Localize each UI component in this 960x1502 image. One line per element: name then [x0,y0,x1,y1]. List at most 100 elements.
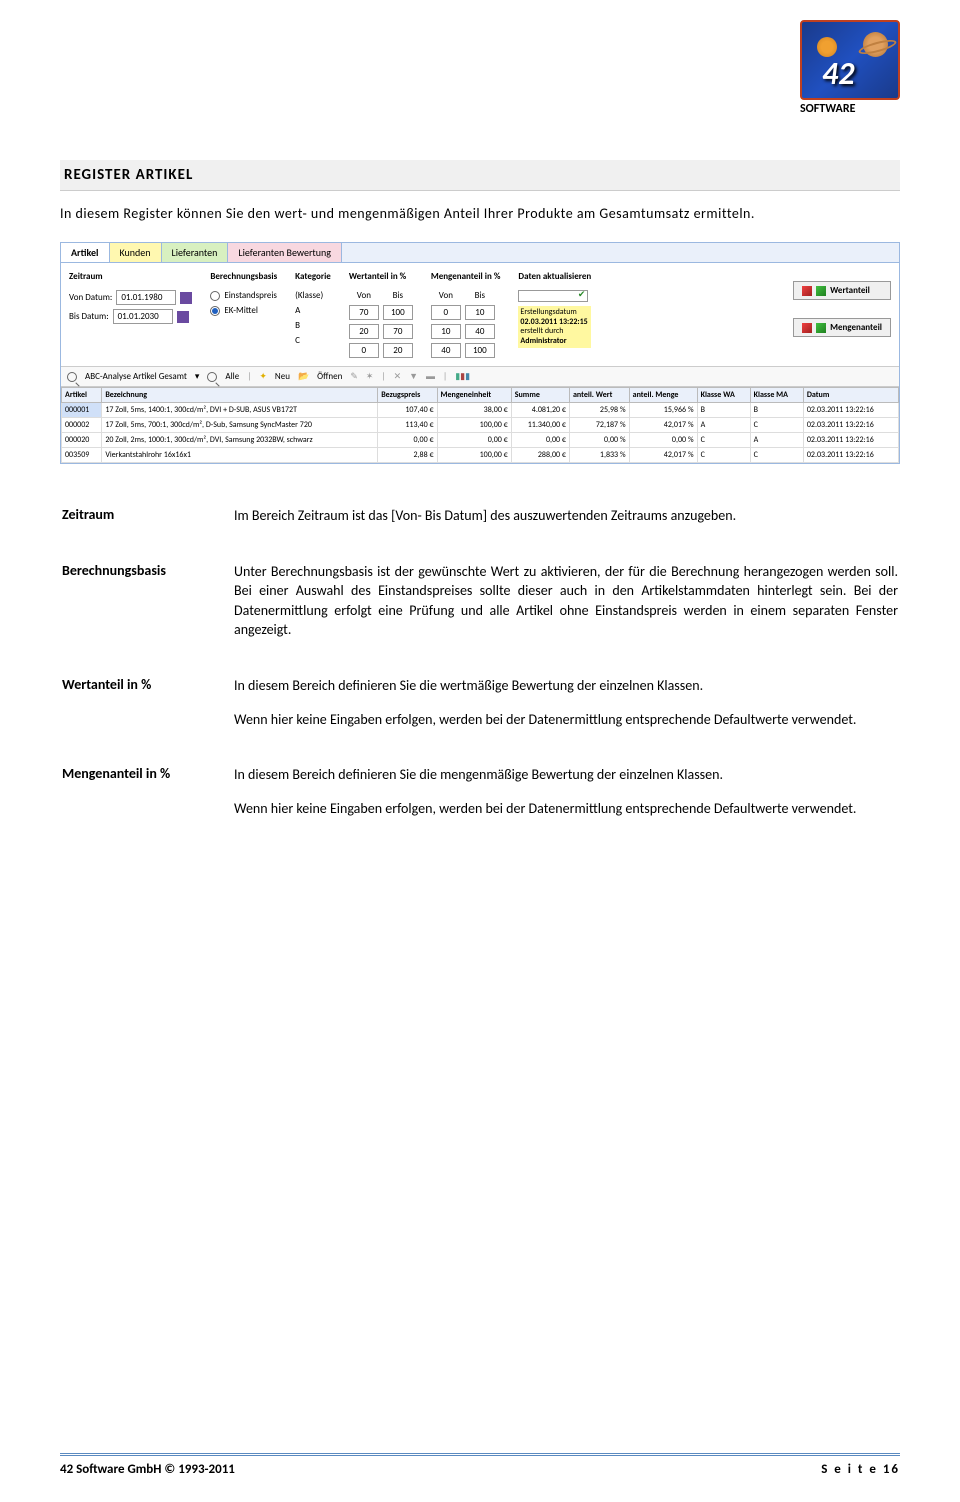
von-col: Von [349,290,379,301]
klasse-a: A [295,305,331,316]
zeitraum-header: Zeitraum [69,271,192,282]
menge-input[interactable]: 40 [465,324,495,339]
daten-header: Daten aktualisieren [518,271,591,282]
bis-date-input[interactable]: 01.01.2030 [113,309,173,324]
cube-icon [816,323,826,333]
def-menge-p1: In diesem Bereich definieren Sie die men… [234,765,898,785]
tab-kunden[interactable]: Kunden [110,243,162,262]
toolbar-alle[interactable]: Alle [225,371,239,382]
grid-col-header[interactable]: Bezeichnung [102,388,378,403]
radio-einstandspreis[interactable] [210,291,220,301]
grid-cell: 25,98 % [569,403,629,418]
von-label: Von Datum: [69,292,112,303]
grid-cell: B [750,403,803,418]
grid-cell: 000001 [62,403,102,418]
filter-panel: Zeitraum Von Datum: 01.01.1980 Bis Datum:… [61,263,899,367]
grid-col-header[interactable]: anteil. Menge [629,388,697,403]
bis-label: Bis Datum: [69,311,109,322]
refresh-button[interactable]: ✔ [518,290,588,302]
def-basis-label: Berechnungsbasis [62,552,232,664]
grid-col-header[interactable]: Klasse MA [750,388,803,403]
grid-cell: 0,00 € [437,433,511,448]
table-row[interactable]: 00002020 Zoll, 2ms, 1000:1, 300cd/m², DV… [62,433,899,448]
logo-software: SOFTWARE [800,102,920,116]
search-icon[interactable] [207,372,217,382]
radio-ekmittel[interactable] [210,306,220,316]
grid-cell: A [750,433,803,448]
grid-cell: 1,833 % [569,448,629,463]
grid-cell: 20 Zoll, 2ms, 1000:1, 300cd/m², DVI, Sam… [102,433,378,448]
table-row[interactable]: 003509Vierkantstahlrohr 16x16x12,88 €100… [62,448,899,463]
grid-cell: 72,187 % [569,418,629,433]
bis-col: Bis [383,290,413,301]
search-icon[interactable] [67,372,77,382]
toolbar-title[interactable]: ABC-Analyse Artikel Gesamt [85,371,187,382]
wert-input[interactable]: 70 [383,324,413,339]
kategorie-header: Kategorie [295,271,331,282]
grid-col-header[interactable]: Mengeneinheit [437,388,511,403]
grid-toolbar: ABC-Analyse Artikel Gesamt▾ Alle | ✦Neu … [61,367,899,387]
def-menge-p2: Wenn hier keine Eingaben erfolgen, werde… [234,799,898,819]
info-box: Erstellungsdatum 02.03.2011 13:22:15 ers… [518,306,591,348]
grid-cell: 02.03.2011 13:22:16 [803,433,898,448]
calendar-icon[interactable] [180,292,192,304]
chart-icon[interactable]: ▮▮▮ [455,371,470,382]
grid-col-header[interactable]: anteil. Wert [569,388,629,403]
table-row[interactable]: 00000217 Zoll, 5ms, 700:1, 300cd/m², D-S… [62,418,899,433]
intro-text: In diesem Register können Sie den wert- … [60,205,900,222]
col-buttons: Wertanteil Mengenanteil [793,271,891,358]
tab-bewertung[interactable]: Lieferanten Bewertung [228,243,342,262]
grid-cell: 02.03.2011 13:22:16 [803,418,898,433]
klasse-b: B [295,320,331,331]
menge-input[interactable]: 40 [431,343,461,358]
tab-lieferanten[interactable]: Lieferanten [162,243,229,262]
col-kategorie: Kategorie (Klasse) A B C [295,271,331,358]
menge-input[interactable]: 10 [465,305,495,320]
def-wert-p2: Wenn hier keine Eingaben erfolgen, werde… [234,710,898,730]
mengenanteil-button[interactable]: Mengenanteil [793,318,891,337]
col-zeitraum: Zeitraum Von Datum: 01.01.1980 Bis Datum:… [69,271,192,358]
grid-cell: 107,40 € [378,403,437,418]
grid-col-header[interactable]: Artikel [62,388,102,403]
page-footer: 42 Software GmbH © 1993-2011 S e i t e 1… [60,1453,900,1477]
radio-label: EK-Mittel [224,305,258,316]
wert-input[interactable]: 70 [349,305,379,320]
calendar-icon[interactable] [177,311,189,323]
wert-input[interactable]: 20 [383,343,413,358]
wertanteil-button[interactable]: Wertanteil [793,281,891,300]
grid-cell: 11.340,00 € [511,418,569,433]
grid-cell: 42,017 % [629,418,697,433]
von-date-input[interactable]: 01.01.1980 [116,290,176,305]
wert-input[interactable]: 100 [383,305,413,320]
bis-col: Bis [465,290,495,301]
menge-input[interactable]: 10 [431,324,461,339]
basis-header: Berechnungsbasis [210,271,277,282]
toolbar-neu[interactable]: Neu [275,371,290,382]
menge-input[interactable]: 100 [465,343,495,358]
grid-cell: 113,40 € [378,418,437,433]
menge-input[interactable]: 0 [431,305,461,320]
klasse-c: C [295,335,331,346]
grid-col-header[interactable]: Klasse WA [697,388,750,403]
cube-icon [816,286,826,296]
grid-col-header[interactable]: Summe [511,388,569,403]
grid-cell: 17 Zoll, 5ms, 700:1, 300cd/m², D-Sub, Sa… [102,418,378,433]
table-row[interactable]: 00000117 Zoll, 5ms, 1400:1, 300cd/m², DV… [62,403,899,418]
wert-input[interactable]: 20 [349,324,379,339]
grid-cell: C [750,448,803,463]
menge-header: Mengenanteil in % [431,271,501,282]
grid-col-header[interactable]: Bezugspreis [378,388,437,403]
grid-cell: 0,00 % [569,433,629,448]
grid-col-header[interactable]: Datum [803,388,898,403]
logo: GMBH SOFTWARE [800,20,920,130]
grid-cell: C [697,448,750,463]
wert-header: Wertanteil in % [349,271,413,282]
wert-input[interactable]: 0 [349,343,379,358]
grid-cell: 4.081,20 € [511,403,569,418]
tab-artikel[interactable]: Artikel [61,243,110,262]
col-basis: Berechnungsbasis Einstandspreis EK-Mitte… [210,271,277,358]
def-wert-p1: In diesem Bereich definieren Sie die wer… [234,676,898,696]
tab-bar: Artikel Kunden Lieferanten Lieferanten B… [61,243,899,263]
grid-cell: 17 Zoll, 5ms, 1400:1, 300cd/m², DVI + D-… [102,403,378,418]
toolbar-open[interactable]: Öffnen [317,371,342,382]
